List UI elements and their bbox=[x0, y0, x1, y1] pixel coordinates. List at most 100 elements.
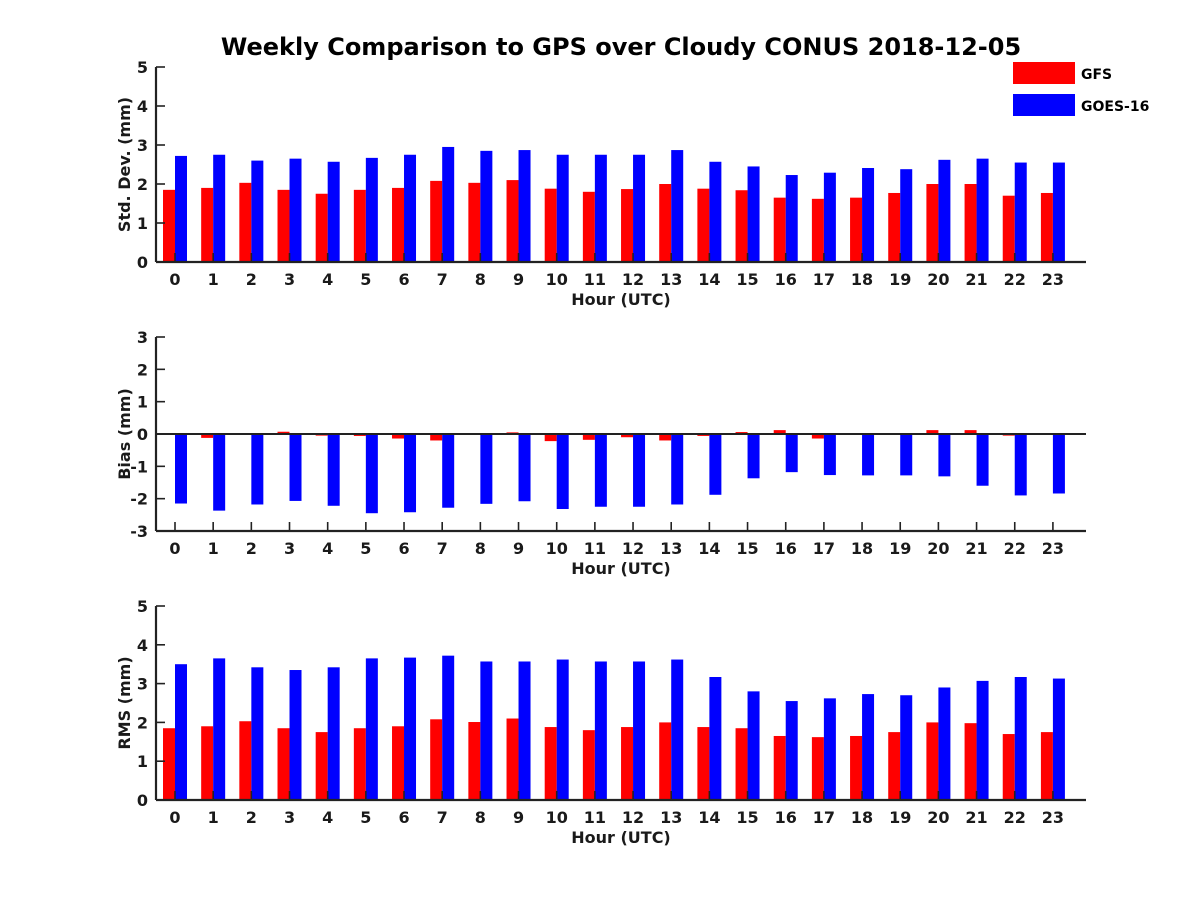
bar-gfs-hour-16 bbox=[773, 735, 786, 800]
bar-gfs-hour-12 bbox=[621, 727, 634, 800]
x-tick-label: 21 bbox=[965, 270, 987, 289]
bar-goes16-hour-14 bbox=[709, 161, 722, 262]
bar-gfs-hour-11 bbox=[582, 434, 595, 440]
bar-goes16-hour-10 bbox=[556, 659, 569, 800]
x-tick-label: 5 bbox=[360, 270, 371, 289]
x-tick-label: 11 bbox=[584, 270, 606, 289]
bar-gfs-hour-9 bbox=[506, 718, 519, 800]
bar-gfs-hour-1 bbox=[201, 187, 214, 262]
legend-swatch bbox=[1013, 62, 1075, 84]
bar-goes16-hour-20 bbox=[938, 687, 951, 800]
bar-goes16-hour-20 bbox=[938, 159, 951, 262]
bar-gfs-hour-6 bbox=[392, 187, 405, 262]
bar-goes16-hour-21 bbox=[976, 158, 989, 262]
bar-goes16-hour-0 bbox=[175, 155, 187, 262]
bar-goes16-hour-22 bbox=[1014, 434, 1027, 496]
bar-gfs-hour-19 bbox=[888, 192, 901, 262]
bar-goes16-hour-3 bbox=[289, 434, 302, 501]
bar-goes16-hour-5 bbox=[365, 658, 378, 800]
x-tick-label: 6 bbox=[398, 270, 409, 289]
bar-goes16-hour-19 bbox=[900, 169, 913, 262]
x-tick-label: 6 bbox=[398, 808, 409, 827]
x-tick-label: 0 bbox=[169, 270, 180, 289]
bar-gfs-hour-11 bbox=[582, 730, 595, 800]
bar-gfs-hour-19 bbox=[888, 732, 901, 800]
bar-gfs-hour-10 bbox=[544, 727, 557, 800]
bar-goes16-hour-8 bbox=[480, 661, 493, 800]
bar-gfs-hour-2 bbox=[239, 182, 252, 262]
bar-goes16-hour-7 bbox=[442, 434, 455, 508]
bar-goes16-hour-9 bbox=[518, 661, 531, 800]
bar-gfs-hour-16 bbox=[773, 197, 786, 262]
bar-gfs-hour-3 bbox=[277, 189, 290, 262]
bar-goes16-hour-19 bbox=[900, 434, 913, 476]
y-tick-label: 1 bbox=[137, 393, 148, 412]
x-tick-label: 21 bbox=[965, 808, 987, 827]
bar-goes16-hour-13 bbox=[671, 659, 684, 800]
x-tick-label: 16 bbox=[775, 539, 797, 558]
bar-gfs-hour-16 bbox=[773, 430, 786, 434]
bar-gfs-hour-14 bbox=[697, 727, 710, 800]
x-tick-label: 22 bbox=[1004, 270, 1026, 289]
bar-gfs-hour-15 bbox=[735, 728, 748, 800]
x-tick-label: 4 bbox=[322, 808, 333, 827]
bar-goes16-hour-1 bbox=[213, 434, 226, 511]
y-tick-label: 3 bbox=[137, 136, 148, 155]
x-tick-label: 2 bbox=[246, 270, 257, 289]
x-tick-label: 19 bbox=[889, 539, 911, 558]
x-tick-label: 17 bbox=[813, 539, 835, 558]
bar-gfs-hour-13 bbox=[659, 184, 672, 262]
x-tick-label: 2 bbox=[246, 808, 257, 827]
x-tick-label: 9 bbox=[513, 270, 524, 289]
bar-gfs-hour-22 bbox=[1002, 734, 1015, 800]
bar-gfs-hour-18 bbox=[850, 197, 863, 262]
bar-gfs-hour-20 bbox=[926, 722, 939, 800]
x-tick-label: 19 bbox=[889, 270, 911, 289]
y-tick-label: -1 bbox=[130, 457, 148, 476]
bar-goes16-hour-15 bbox=[747, 166, 760, 262]
bar-goes16-hour-7 bbox=[442, 655, 455, 800]
bar-gfs-hour-4 bbox=[315, 193, 328, 262]
bar-gfs-hour-1 bbox=[201, 434, 214, 438]
x-tick-label: 17 bbox=[813, 270, 835, 289]
bar-gfs-hour-21 bbox=[964, 430, 977, 434]
bar-goes16-hour-10 bbox=[556, 434, 569, 510]
x-tick-label: 10 bbox=[546, 808, 568, 827]
x-tick-label: 12 bbox=[622, 539, 644, 558]
bar-gfs-hour-5 bbox=[353, 728, 366, 800]
x-axis-label: Hour (UTC) bbox=[571, 559, 671, 578]
y-tick-label: 5 bbox=[137, 597, 148, 616]
bar-goes16-hour-22 bbox=[1014, 677, 1027, 800]
legend-label: GFS bbox=[1081, 67, 1112, 83]
x-tick-label: 1 bbox=[208, 539, 219, 558]
bar-goes16-hour-14 bbox=[709, 677, 722, 800]
bar-goes16-hour-6 bbox=[404, 434, 417, 513]
bar-goes16-hour-12 bbox=[633, 154, 646, 262]
x-tick-label: 20 bbox=[927, 270, 949, 289]
y-tick-label: 0 bbox=[137, 425, 148, 444]
x-tick-label: 8 bbox=[475, 539, 486, 558]
bar-gfs-hour-20 bbox=[926, 184, 939, 262]
y-tick-label: 4 bbox=[137, 636, 148, 655]
bar-goes16-hour-11 bbox=[594, 661, 607, 800]
x-tick-label: 9 bbox=[513, 808, 524, 827]
bar-gfs-hour-0 bbox=[163, 728, 175, 800]
bar-goes16-hour-1 bbox=[213, 154, 226, 262]
bar-goes16-hour-19 bbox=[900, 695, 913, 800]
bar-gfs-hour-5 bbox=[353, 189, 366, 262]
bar-gfs-hour-1 bbox=[201, 726, 214, 800]
bar-goes16-hour-0 bbox=[175, 664, 187, 800]
bar-goes16-hour-4 bbox=[327, 434, 340, 506]
bar-gfs-hour-13 bbox=[659, 434, 672, 441]
bar-gfs-hour-6 bbox=[392, 434, 405, 439]
bar-gfs-hour-13 bbox=[659, 722, 672, 800]
x-tick-label: 8 bbox=[475, 808, 486, 827]
bar-goes16-hour-1 bbox=[213, 658, 226, 800]
x-tick-label: 1 bbox=[208, 808, 219, 827]
bar-gfs-hour-14 bbox=[697, 188, 710, 262]
x-tick-label: 11 bbox=[584, 539, 606, 558]
